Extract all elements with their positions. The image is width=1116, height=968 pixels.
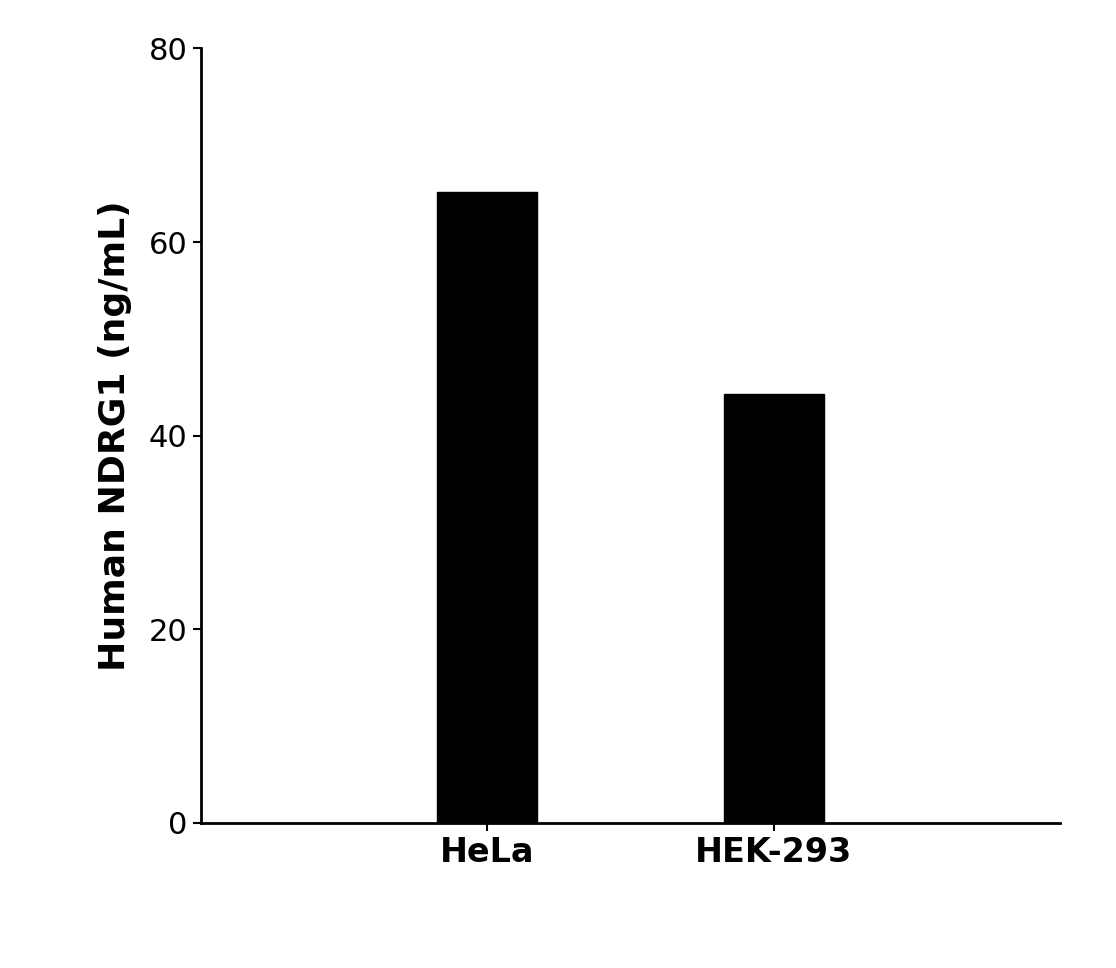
Y-axis label: Human NDRG1 (ng/mL): Human NDRG1 (ng/mL) xyxy=(98,200,132,671)
Bar xyxy=(723,394,824,823)
Bar xyxy=(437,192,538,823)
